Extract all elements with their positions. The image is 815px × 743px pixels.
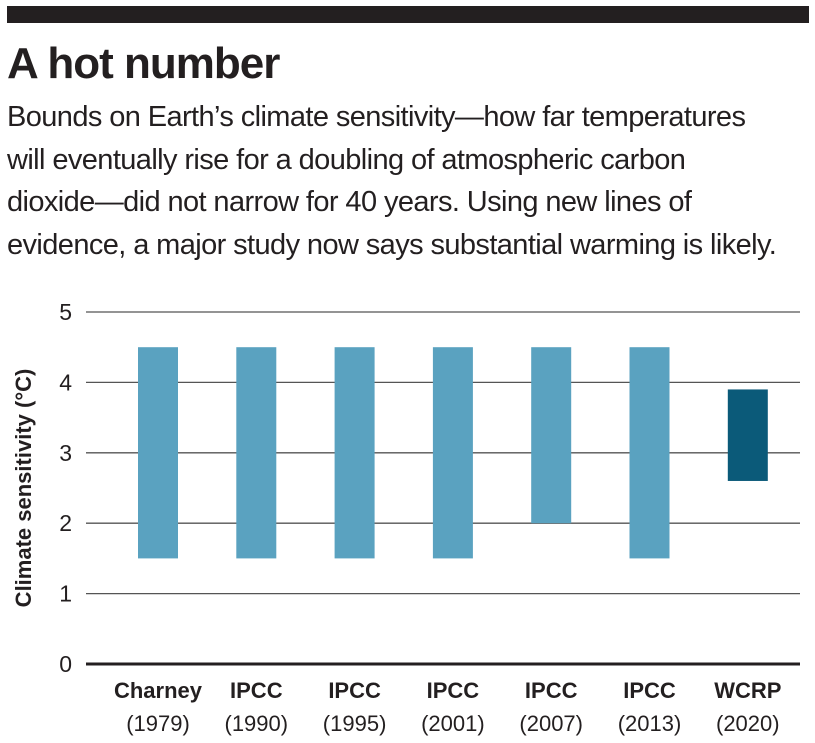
category-name: IPCC [427,678,480,703]
range-bar [727,389,768,481]
range-bar [236,347,277,559]
chart-subtitle: Bounds on Earth’s climate sensitivity—ho… [7,96,813,266]
category-name: IPCC [230,678,283,703]
y-tick-label: 4 [59,369,72,395]
subtitle-line: evidence, a major study now says substan… [7,228,777,261]
category-year: (2020) [716,711,780,736]
x-axis-labels: Charney (1979) IPCC (1990) IPCC (1995) IPCC (20… [114,678,781,736]
subtitle-line: will eventually rise for a doubling of a… [7,143,686,176]
range-bar [531,347,572,524]
range-bars [138,347,768,559]
y-axis-label: Climate sensitivity (°C) [11,369,36,608]
category-year: (1979) [126,711,190,736]
category-year: (1995) [323,711,387,736]
subtitle-line: Bounds on Earth’s climate sensitivity—ho… [7,101,746,133]
category-year: (2007) [519,711,583,736]
category-name: IPCC [328,678,381,703]
y-tick-label: 1 [59,581,72,607]
y-tick-label: 0 [59,651,72,677]
category-year: (2001) [421,711,485,736]
range-bar [629,347,670,559]
category-name: Charney [114,678,203,703]
range-bar [334,347,375,559]
range-bar [138,347,178,559]
subtitle-line: dioxide—did not narrow for 40 years. Usi… [7,186,692,218]
y-tick-label: 5 [59,299,72,325]
category-name: IPCC [525,678,578,703]
range-bar [432,347,473,559]
y-axis-ticks: 0 1 2 3 4 5 [59,299,72,677]
chart-title: A hot number [7,39,280,88]
y-tick-label: 3 [59,440,72,466]
climate-sensitivity-chart: 0 1 2 3 4 5 Climate sensitivity (°C) Charney (… [11,299,800,736]
header-rule [7,6,809,23]
category-name: IPCC [623,678,676,703]
category-name: WCRP [714,678,781,703]
y-tick-label: 2 [59,510,72,536]
category-year: (1990) [225,711,289,736]
category-year: (2013) [618,711,682,736]
